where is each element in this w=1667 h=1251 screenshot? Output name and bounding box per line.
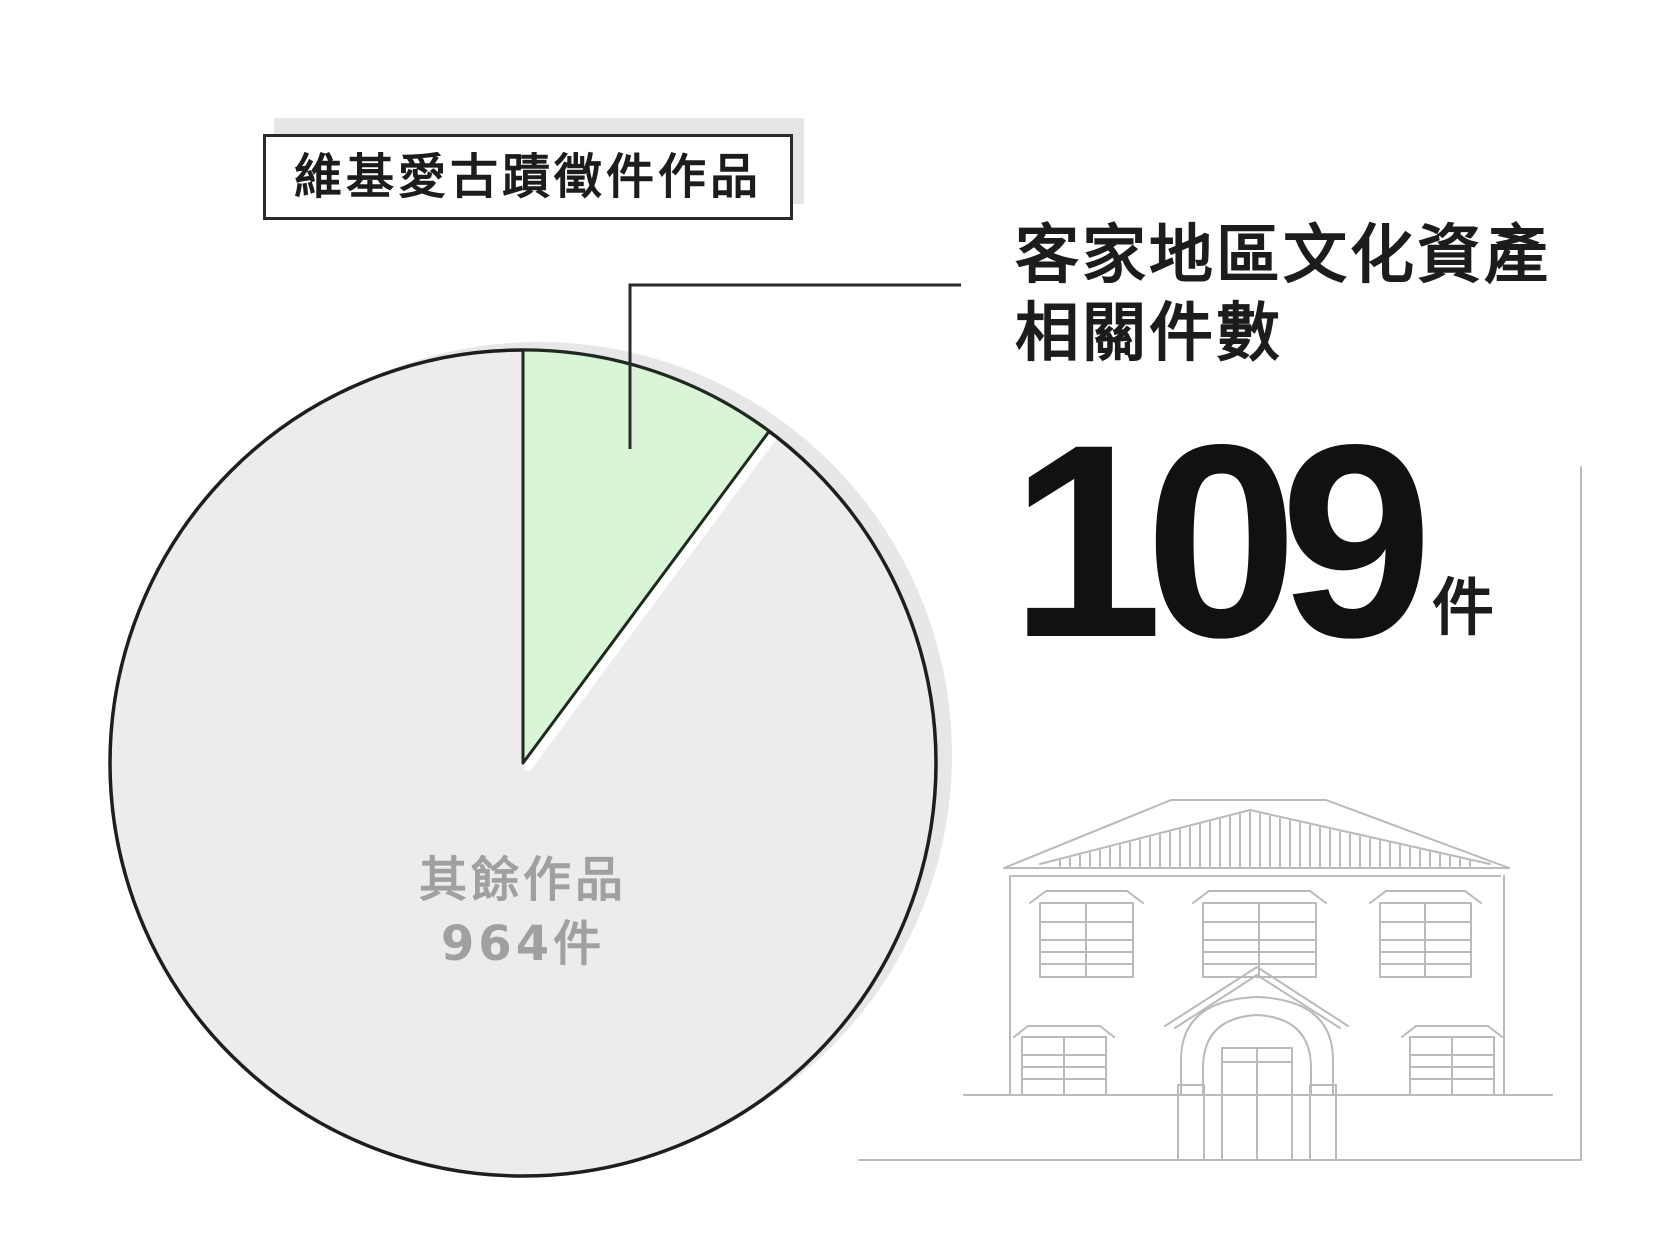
lower-window-left: [1013, 1025, 1115, 1096]
pie-slice-0: [521, 348, 771, 765]
upper-window-middle: [1192, 890, 1327, 978]
building-icon: [858, 466, 1582, 1161]
pie-slice-gap: [523, 432, 778, 772]
highlight-label-line-1: 客家地區文化資產: [1015, 219, 1551, 293]
roof-gable: [1039, 809, 1491, 865]
highlight-slice-unit: 件: [1432, 571, 1495, 644]
rest-slice-label: 其餘作品 964件: [323, 848, 723, 976]
chart-title: 維基愛古蹟徵件作品: [263, 134, 793, 220]
rest-slice-unit: 件: [553, 916, 606, 972]
highlight-label-line-2: 相關件數: [1015, 297, 1283, 371]
roof-outline: [1003, 799, 1510, 869]
roof-hatching: [1059, 811, 1471, 867]
upper-window-right: [1369, 890, 1482, 978]
highlight-slice-value: 109: [1010, 388, 1433, 695]
entrance-door: [1221, 1047, 1293, 1161]
pie-chart: [108, 342, 952, 1178]
highlight-slice-label: 客家地區文化資產 相關件數: [1015, 217, 1575, 373]
rest-slice-value: 964: [440, 916, 554, 972]
rest-label-line: 其餘作品: [418, 852, 627, 908]
rest-value-line: 964件: [323, 912, 723, 976]
upper-window-left: [1029, 890, 1144, 978]
leader-line: [628, 283, 961, 449]
entrance-arch: [1164, 966, 1349, 1161]
lower-window-right: [1401, 1025, 1503, 1096]
